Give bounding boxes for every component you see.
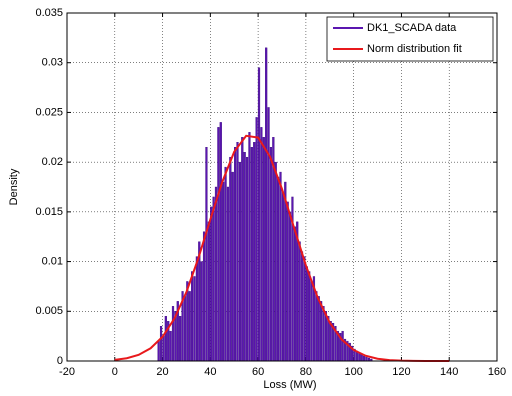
histogram-bar — [219, 122, 222, 362]
histogram-bar — [191, 271, 194, 362]
x-tick-label: 140 — [440, 366, 458, 378]
histogram-bar — [188, 291, 191, 362]
histogram-bar — [293, 226, 296, 362]
histogram-bar — [159, 326, 163, 362]
histogram-bar — [222, 181, 225, 362]
histogram-bar — [265, 47, 268, 362]
histogram-bar — [286, 201, 289, 362]
y-tick-label: 0.005 — [35, 305, 63, 317]
y-tick-label: 0.03 — [42, 57, 63, 69]
histogram-bar — [315, 291, 318, 362]
histogram-bar — [277, 176, 280, 362]
histogram-bar — [269, 147, 273, 362]
histogram-bar — [157, 340, 160, 362]
histogram-bar — [253, 142, 256, 362]
x-tick-label: 100 — [344, 366, 362, 378]
histogram-bar — [300, 251, 304, 362]
histogram-bar — [245, 156, 249, 362]
x-axis-label: Loss (MW) — [263, 379, 316, 391]
histogram-bar — [231, 171, 234, 362]
fit-line — [114, 134, 450, 362]
histogram-bar — [179, 316, 182, 362]
histogram-bar — [229, 156, 232, 362]
histogram-bar — [288, 211, 292, 362]
histogram-bar — [310, 281, 313, 362]
histogram-bar — [214, 186, 218, 362]
histogram-bar — [202, 231, 206, 362]
histogram-bar — [267, 107, 270, 362]
histogram-bar — [195, 256, 198, 362]
legend-box — [326, 16, 494, 62]
histogram-bar — [303, 256, 306, 362]
histogram-bar — [169, 330, 172, 362]
y-tick-label: 0.01 — [42, 255, 63, 267]
histogram-bar — [272, 137, 275, 362]
histogram-bar — [363, 355, 366, 362]
histogram-bar — [308, 271, 311, 362]
y-tick-label: 0.02 — [42, 156, 63, 168]
histogram-bar — [234, 147, 237, 362]
histogram-bar — [164, 316, 167, 362]
histogram-bar — [255, 117, 258, 362]
y-axis-label: Density — [8, 168, 20, 205]
histogram-bar — [262, 137, 265, 362]
histogram-bar — [248, 132, 251, 362]
x-tick-label: 0 — [112, 366, 118, 378]
histogram-bar — [210, 206, 213, 362]
histogram-bar — [212, 196, 215, 362]
histogram-bar — [243, 151, 246, 362]
histogram-bar — [305, 266, 308, 362]
histogram-bar — [224, 166, 227, 362]
histogram-bar — [162, 335, 165, 362]
histogram-bar — [317, 296, 320, 362]
histogram-bar — [238, 161, 241, 362]
histogram-bar — [241, 137, 244, 362]
histogram-bar — [358, 352, 361, 362]
histogram-bar — [320, 301, 323, 362]
legend-label: Norm distribution fit — [367, 43, 462, 55]
histogram-bar — [217, 127, 220, 362]
histogram-bar — [324, 311, 327, 362]
histogram-bar — [236, 142, 239, 362]
plot-frame — [66, 12, 498, 362]
histogram-bar — [281, 191, 284, 362]
histogram-bar — [274, 161, 277, 362]
histogram-bar — [329, 321, 332, 362]
histogram-bar — [171, 306, 175, 362]
x-tick-label: 40 — [204, 366, 216, 378]
y-tick-label: 0.025 — [35, 106, 63, 118]
histogram-bar — [205, 147, 208, 362]
histogram-bar — [226, 186, 230, 362]
histogram-bar — [250, 147, 253, 362]
x-tick-label: 160 — [488, 366, 506, 378]
histogram-bar — [284, 181, 287, 362]
x-tick-label: -20 — [59, 366, 75, 378]
histogram-bar — [365, 356, 368, 362]
x-tick-label: 60 — [252, 366, 264, 378]
histogram-bar — [200, 261, 203, 362]
y-tick-label: 0 — [57, 355, 63, 367]
histogram-bar — [257, 67, 261, 362]
x-tick-label: 80 — [300, 366, 312, 378]
histogram-bar — [183, 296, 187, 362]
histogram-bar — [193, 276, 196, 362]
histogram-bar — [298, 241, 301, 362]
x-tick-label: 20 — [156, 366, 168, 378]
histogram-bar — [322, 306, 325, 362]
legend-label: DK1_SCADA data — [367, 22, 457, 34]
histogram-bar — [207, 221, 210, 362]
y-tick-label: 0.015 — [35, 206, 63, 218]
histogram-bar — [279, 171, 282, 362]
histogram-bar — [260, 127, 263, 362]
y-tick-label: 0.035 — [35, 7, 63, 19]
x-tick-label: 120 — [392, 366, 410, 378]
histogram-bar — [341, 330, 344, 362]
